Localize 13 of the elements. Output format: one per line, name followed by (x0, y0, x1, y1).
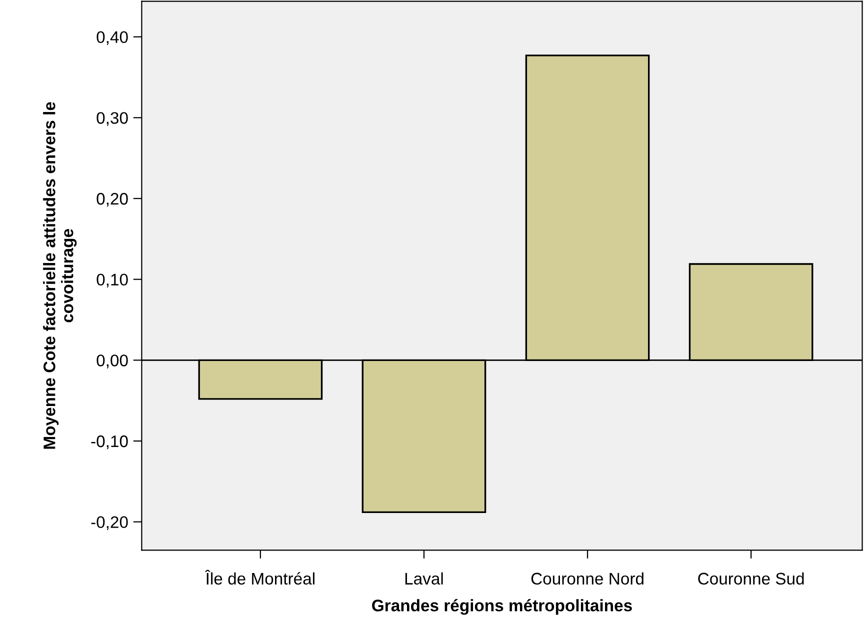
y-tick-label: -0,20 (91, 516, 128, 530)
y-tick-label: 0,00 (96, 354, 128, 368)
y-axis-title: Moyenne Cote factorielle attitudes envers le covoiturage (43, 102, 77, 449)
y-tick-label: 0,10 (96, 274, 128, 288)
y-tick-label: 0,20 (96, 192, 128, 207)
x-tick-label: Couronne Sud (698, 572, 804, 585)
x-tick-label: Île de Montréal (204, 570, 314, 585)
x-axis-title: Grandes régions métropolitaines (372, 599, 632, 615)
x-tick-label: Couronne Nord (531, 572, 644, 585)
x-tick-label: Laval (405, 572, 443, 585)
y-tick-label: 0,40 (96, 31, 128, 46)
y-tick-label: -0,10 (91, 435, 128, 450)
y-tick-label: 0,30 (96, 112, 128, 126)
